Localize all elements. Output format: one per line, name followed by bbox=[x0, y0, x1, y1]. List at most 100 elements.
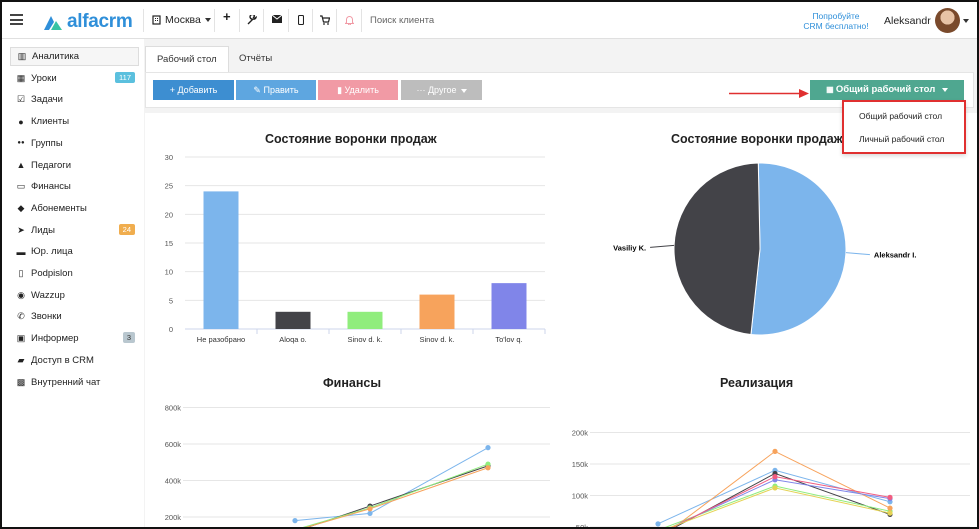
x-tick-label: Sinov d. k. bbox=[347, 335, 382, 344]
avatar[interactable] bbox=[935, 8, 960, 33]
menu-icon[interactable] bbox=[10, 14, 23, 25]
chart-title: Финансы bbox=[323, 376, 382, 390]
sidebar-item[interactable]: ◆ Абонементы bbox=[10, 199, 139, 218]
sidebar-item[interactable]: ▥ Аналитика bbox=[10, 47, 139, 66]
arrow-annotation-icon bbox=[729, 89, 809, 98]
promo-line: CRM бесплатно! bbox=[803, 21, 869, 31]
data-label-connector bbox=[845, 252, 870, 256]
branch-label: Москва bbox=[165, 14, 201, 26]
delete-button[interactable]: ▮ Удалить bbox=[318, 80, 398, 100]
sidebar-item-label: Podpislon bbox=[31, 268, 73, 279]
data-point bbox=[772, 474, 778, 480]
sidebar-item[interactable]: ● Клиенты bbox=[10, 112, 139, 131]
mobile-icon[interactable] bbox=[298, 15, 304, 25]
logo[interactable]: alfacrm bbox=[42, 11, 133, 33]
sidebar-item[interactable]: ▰ Доступ в CRM bbox=[10, 351, 139, 370]
sidebar-item[interactable]: ▬ Юр. лица bbox=[10, 242, 139, 261]
data-point bbox=[367, 510, 373, 516]
top-bar: alfacrm Москва + Поиск клиента Попробуйт… bbox=[2, 2, 977, 39]
chevron-down-icon bbox=[204, 18, 211, 22]
search-input[interactable]: Поиск клиента bbox=[370, 15, 435, 26]
sidebar-item-label: Внутренний чат bbox=[31, 376, 101, 388]
bell-icon[interactable] bbox=[345, 15, 354, 25]
add-button[interactable]: + Добавить bbox=[153, 80, 234, 100]
data-point bbox=[887, 510, 893, 516]
trash-icon: ▮ bbox=[337, 85, 345, 95]
sidebar-item-label: Клиенты bbox=[31, 116, 70, 128]
data-point bbox=[887, 494, 893, 500]
sidebar-item-label: Финансы bbox=[31, 181, 71, 193]
wrench-icon[interactable] bbox=[247, 15, 257, 25]
tab-reports[interactable]: Отчёты bbox=[239, 53, 273, 64]
menu-item-shared-desktop[interactable]: Общий рабочий стол bbox=[859, 111, 943, 121]
chevron-down-icon[interactable] bbox=[963, 19, 969, 23]
x-tick-label: To'lov q. bbox=[495, 335, 522, 344]
bar-chart: 0 5 10 15 20 25 30 Не разобрано Aloqa o. Sinov d.… bbox=[165, 153, 546, 344]
chart-title: Состояние воронки продаж bbox=[265, 132, 437, 146]
sidebar-item[interactable]: ▭ Финансы bbox=[10, 177, 139, 196]
x-tick-label: Aloqa o. bbox=[279, 335, 307, 344]
user-name[interactable]: Aleksandr bbox=[884, 15, 931, 27]
desktop-dropdown-menu: Общий рабочий стол Личный рабочий стол bbox=[842, 100, 966, 154]
sidebar-item[interactable]: ✆ Звонки bbox=[10, 307, 139, 326]
desktop-select-label: Общий рабочий стол bbox=[835, 84, 936, 95]
pencil-icon: ✎ bbox=[253, 85, 264, 95]
data-point bbox=[772, 485, 778, 491]
chart-title: Реализация bbox=[720, 376, 794, 390]
calendar-icon: ▦ bbox=[16, 72, 26, 83]
analytics-icon: ▥ bbox=[17, 51, 27, 61]
data-point bbox=[367, 506, 373, 512]
chevron-down-icon bbox=[941, 88, 948, 92]
sidebar-item[interactable]: ▯ Podpislon bbox=[10, 264, 139, 283]
chat-icon: ▩ bbox=[16, 376, 26, 387]
mail-icon[interactable] bbox=[272, 15, 282, 23]
whatsapp-icon: ◉ bbox=[17, 289, 25, 300]
y-tick-label: 50k bbox=[576, 523, 588, 529]
y-tick-label: 150k bbox=[572, 460, 589, 469]
series-line bbox=[294, 447, 489, 522]
y-tick-label: 15 bbox=[165, 239, 173, 248]
sidebar-item[interactable]: ▲ Педагоги bbox=[10, 156, 139, 175]
main-content: Рабочий стол Отчёты + Добавить ✎ Править… bbox=[145, 39, 977, 529]
tag-icon: ◆ bbox=[17, 202, 25, 213]
group-icon: ●● bbox=[17, 140, 25, 147]
sidebar-item[interactable]: ●● Группы bbox=[10, 134, 139, 153]
sidebar-item-label: Уроки bbox=[31, 72, 57, 84]
sidebar-item[interactable]: ▣ Информер 3 bbox=[10, 329, 139, 348]
plus-icon[interactable]: + bbox=[223, 9, 231, 24]
phone-icon: ✆ bbox=[17, 311, 25, 322]
menu-item-personal-desktop[interactable]: Личный рабочий стол bbox=[859, 134, 945, 144]
money-icon: ▭ bbox=[16, 181, 26, 192]
sidebar: ▥ Аналитика ▦ Уроки 117 ☑ Задачи ● Клиенты ●● Груп… bbox=[2, 39, 144, 527]
divider bbox=[239, 9, 240, 32]
lock-icon: ▰ bbox=[17, 354, 25, 365]
cart-icon[interactable] bbox=[320, 15, 330, 25]
edit-button[interactable]: ✎ Править bbox=[236, 80, 316, 100]
series-line bbox=[306, 465, 489, 527]
promo-line: Попробуйте bbox=[812, 11, 860, 21]
data-label: Vasiliy K. bbox=[613, 243, 646, 252]
sidebar-item[interactable]: ➤ Лиды 24 bbox=[10, 221, 139, 240]
sidebar-item-label: Звонки bbox=[31, 311, 62, 323]
sidebar-item-label: Абонементы bbox=[31, 202, 87, 214]
y-tick-label: 200k bbox=[165, 513, 182, 522]
edit-button-label: Править bbox=[263, 85, 299, 95]
y-tick-label: 20 bbox=[165, 210, 173, 219]
realization-line-chart: 50k 100k 150k 200k bbox=[572, 429, 970, 529]
sidebar-item[interactable]: ☑ Задачи bbox=[10, 90, 139, 109]
data-point bbox=[485, 461, 491, 467]
sidebar-item[interactable]: ▦ Уроки 117 bbox=[10, 69, 139, 88]
promo-link[interactable]: Попробуйте CRM бесплатно! bbox=[792, 11, 880, 31]
sidebar-item[interactable]: ▩ Внутренний чат bbox=[10, 373, 139, 392]
tab-desktop[interactable]: Рабочий стол bbox=[145, 46, 229, 73]
data-point bbox=[887, 505, 893, 511]
sidebar-item-label: Юр. лица bbox=[31, 246, 73, 258]
sidebar-item[interactable]: ◉ Wazzup bbox=[10, 286, 139, 305]
y-tick-label: 0 bbox=[169, 325, 173, 334]
branch-select[interactable]: Москва bbox=[152, 14, 211, 26]
other-button[interactable]: ··· Другое bbox=[401, 80, 482, 100]
desktop-select-button[interactable]: ▦ Общий рабочий стол bbox=[810, 80, 964, 100]
document-icon: ▯ bbox=[18, 268, 24, 278]
y-tick-label: 100k bbox=[572, 492, 589, 501]
sidebar-item-label: Wazzup bbox=[31, 289, 65, 301]
